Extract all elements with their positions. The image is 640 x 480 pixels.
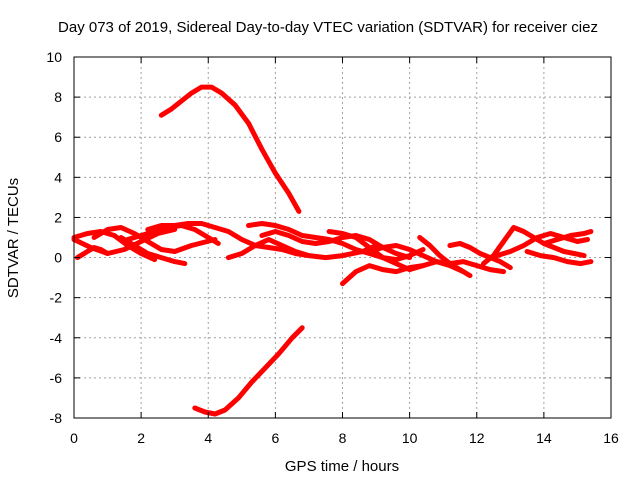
x-tick-label: 14 [536,430,552,446]
series-line-s3 [74,245,111,261]
x-axis-label: GPS time / hours [285,458,399,475]
y-axis-label: SDTVAR / TECUs [5,178,22,298]
y-tick-label: 2 [54,209,62,225]
series-line-s14 [417,235,473,279]
series-line-s12 [340,263,426,287]
x-tick-label: 16 [603,430,619,446]
series-line-s19 [541,229,594,246]
series-line-s15 [447,241,513,271]
chart-title: Day 073 of 2019, Sidereal Day-to-day VTE… [58,19,598,36]
series-line-s13 [366,243,507,275]
series-line-s17 [494,231,590,259]
y-tick-label: -8 [50,410,63,426]
y-tick-label: -2 [50,290,63,306]
x-tick-label: 8 [339,430,347,446]
axis-ticks: 0 2 4 6 8 10 12 14 16 -8 -6 -4 -2 0 2 4 6 8 10 [46,49,619,446]
y-tick-label: 10 [46,49,62,65]
series-line-s8 [225,237,379,261]
x-tick-label: 6 [271,430,279,446]
y-tick-label: -4 [50,330,63,346]
y-tick-label: 6 [54,129,62,145]
series-line-s16 [481,225,587,267]
series-line-s7 [145,221,312,259]
grid [74,57,611,418]
y-tick-label: 0 [54,250,62,266]
x-tick-label: 10 [402,430,418,446]
y-tick-label: -6 [50,370,63,386]
x-tick-label: 0 [70,430,78,446]
series-line-s5 [118,235,188,267]
series-line-s18 [524,249,594,267]
series-line-arc-high [158,84,302,214]
x-tick-label: 2 [137,430,145,446]
y-tick-label: 8 [54,89,62,105]
series-line-s4 [91,225,218,254]
data-series [71,84,594,417]
series-line-s1 [71,229,158,263]
series-line-arc-low [192,325,305,417]
y-tick-label: 4 [54,169,62,185]
x-tick-label: 12 [469,430,485,446]
x-tick-label: 4 [204,430,212,446]
